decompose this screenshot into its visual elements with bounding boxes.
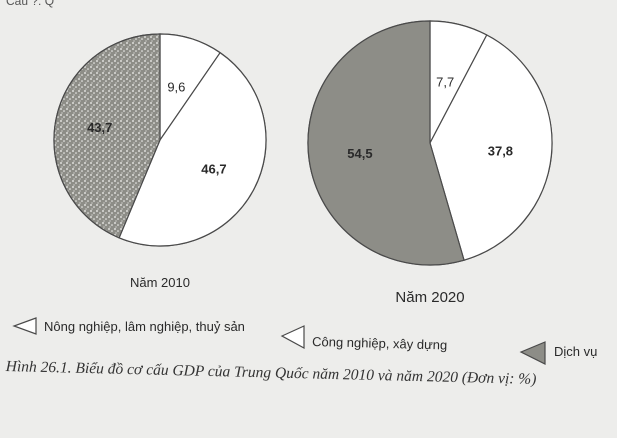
cropped-header-text: Câu ?: Q	[6, 0, 55, 8]
pie-2010-label-services: 43,7	[87, 120, 112, 135]
legend-marker-agriculture	[12, 317, 37, 335]
legend-marker-services	[519, 341, 546, 365]
legend-label-agriculture: Nông nghiệp, lâm nghiệp, thuỷ sản	[44, 319, 245, 334]
pie-2020-slice-industry	[429, 34, 553, 261]
legend-item-agriculture: Nông nghiệp, lâm nghiệp, thuỷ sản	[12, 317, 245, 335]
pie-2020-label-agriculture: 7,7	[436, 75, 454, 90]
pie-2010-label-industry: 46,7	[201, 162, 226, 177]
pie-2020-title: Năm 2020	[395, 289, 464, 306]
pie-2020-label-services: 54,5	[347, 146, 372, 161]
legend-item-industry: Công nghiệp, xây dựng	[280, 325, 448, 353]
legend: Nông nghiệp, lâm nghiệp, thuỷ sản Công n…	[12, 317, 597, 365]
legend-marker-industry	[280, 325, 305, 350]
pie-2010-slice-industry	[118, 51, 267, 247]
pie-2010-label-agriculture: 9,6	[167, 80, 185, 95]
pie-2010: 9,6 46,7 43,7	[53, 33, 267, 247]
pie-2020: 7,7 37,8 54,5	[307, 20, 553, 266]
legend-item-services: Dịch vụ	[519, 341, 597, 365]
pie-2020-label-industry: 37,8	[488, 143, 513, 158]
legend-label-services: Dịch vụ	[554, 344, 597, 359]
pie-2010-title: Năm 2010	[130, 275, 190, 290]
legend-label-industry: Công nghiệp, xây dựng	[312, 334, 448, 353]
pie-2010-slice-services	[53, 33, 161, 239]
pie-2020-slice-services	[307, 20, 465, 266]
